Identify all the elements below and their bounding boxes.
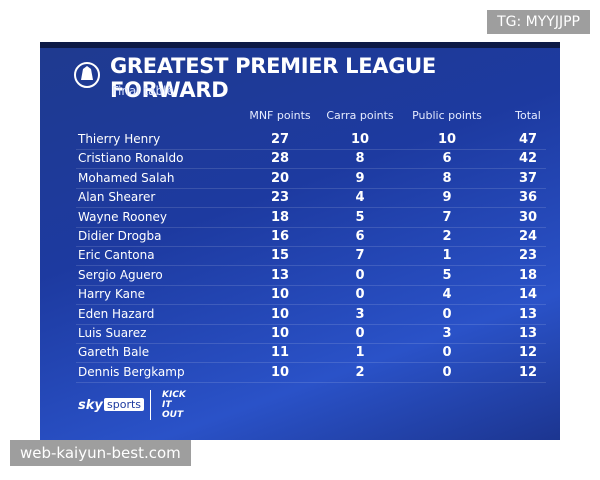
watermark-top: TG: MYYJJPP — [487, 10, 590, 34]
row-separator — [76, 381, 546, 383]
points-cell: 3 — [355, 306, 365, 322]
points-cell: 4 — [355, 190, 365, 206]
points-cell: 10 — [270, 326, 290, 341]
points-cell: 4 — [442, 287, 452, 303]
points-cell: 7 — [442, 209, 452, 225]
player-name: Didier Drogba — [78, 229, 162, 243]
player-name: Cristiano Ronaldo — [78, 151, 184, 166]
sports-logo: sports — [104, 398, 145, 411]
column-header: Public points — [412, 109, 482, 122]
player-name: Eden Hazard — [78, 306, 155, 321]
column-header: Total — [515, 109, 541, 122]
player-name: Eric Cantona — [78, 248, 155, 263]
row-separator — [76, 226, 546, 228]
points-cell: 13 — [518, 306, 538, 322]
row-separator — [76, 362, 546, 364]
points-cell: 0 — [442, 345, 452, 361]
points-cell: 18 — [518, 267, 538, 283]
points-cell: 10 — [270, 364, 290, 380]
player-name: Sergio Aguero — [78, 267, 163, 282]
points-cell: 3 — [442, 326, 452, 341]
row-separator — [76, 323, 546, 325]
points-cell: 8 — [355, 151, 365, 167]
points-cell: 37 — [518, 170, 538, 186]
points-cell: 5 — [355, 209, 365, 225]
subtitle: Final table — [112, 84, 174, 98]
divider — [150, 390, 151, 420]
row-separator — [76, 187, 546, 189]
points-cell: 18 — [270, 209, 290, 225]
points-cell: 20 — [270, 170, 290, 186]
points-cell: 0 — [355, 267, 365, 283]
points-cell: 14 — [518, 287, 538, 303]
points-cell: 0 — [355, 326, 365, 341]
points-cell: 12 — [518, 345, 538, 361]
kick-it-out-logo: KICK IT OUT — [162, 390, 186, 420]
points-cell: 10 — [350, 132, 370, 147]
points-cell: 8 — [442, 170, 452, 186]
points-cell: 0 — [442, 364, 452, 380]
points-cell: 10 — [270, 306, 290, 322]
player-name: Alan Shearer — [78, 190, 156, 205]
player-name: Wayne Rooney — [78, 209, 167, 224]
points-cell: 16 — [270, 229, 290, 244]
points-cell: 6 — [442, 151, 452, 167]
row-separator — [76, 149, 546, 150]
points-cell: 30 — [518, 209, 538, 225]
points-cell: 2 — [442, 229, 452, 244]
player-name: Thierry Henry — [78, 132, 161, 146]
row-separator — [76, 343, 546, 344]
points-cell: 27 — [270, 132, 290, 147]
points-cell: 13 — [518, 326, 538, 341]
player-name: Dennis Bergkamp — [78, 364, 185, 379]
points-cell: 47 — [518, 132, 538, 147]
league-logo — [74, 62, 100, 88]
points-cell: 9 — [355, 170, 365, 186]
player-name: Gareth Bale — [78, 345, 150, 360]
points-cell: 6 — [355, 229, 365, 244]
title: GREATEST PREMIER LEAGUE FORWARD — [110, 54, 436, 102]
column-header: Carra points — [326, 109, 394, 122]
points-cell: 24 — [518, 229, 538, 244]
points-cell: 7 — [355, 248, 365, 264]
column-header: MNF points — [249, 109, 311, 122]
row-separator — [76, 207, 546, 209]
points-cell: 12 — [518, 364, 538, 380]
watermark-bottom: web-kaiyun-best.com — [10, 440, 191, 466]
points-cell: 23 — [518, 248, 538, 264]
points-cell: 10 — [270, 287, 290, 303]
points-cell: 23 — [270, 190, 290, 206]
points-cell: 15 — [270, 248, 290, 264]
points-cell: 11 — [270, 345, 290, 361]
points-cell: 10 — [437, 132, 457, 147]
player-name: Luis Suarez — [78, 326, 147, 340]
sky-logo: sky — [78, 398, 103, 413]
row-separator — [76, 265, 546, 267]
points-cell: 1 — [442, 248, 452, 264]
points-cell: 2 — [355, 364, 365, 380]
row-separator — [76, 246, 546, 247]
points-cell: 42 — [518, 151, 538, 167]
points-cell: 1 — [355, 345, 365, 361]
points-cell: 36 — [518, 190, 538, 206]
table-panel: GREATEST PREMIER LEAGUE FORWARD Final ta… — [40, 42, 560, 440]
row-separator — [76, 168, 546, 170]
points-cell: 28 — [270, 151, 290, 167]
player-name: Mohamed Salah — [78, 170, 175, 185]
points-cell: 9 — [442, 190, 452, 206]
points-cell: 13 — [270, 267, 290, 283]
row-separator — [76, 304, 546, 306]
row-separator — [76, 284, 546, 286]
points-cell: 5 — [442, 267, 452, 283]
points-cell: 0 — [442, 306, 452, 322]
points-cell: 0 — [355, 287, 365, 303]
player-name: Harry Kane — [78, 287, 145, 302]
